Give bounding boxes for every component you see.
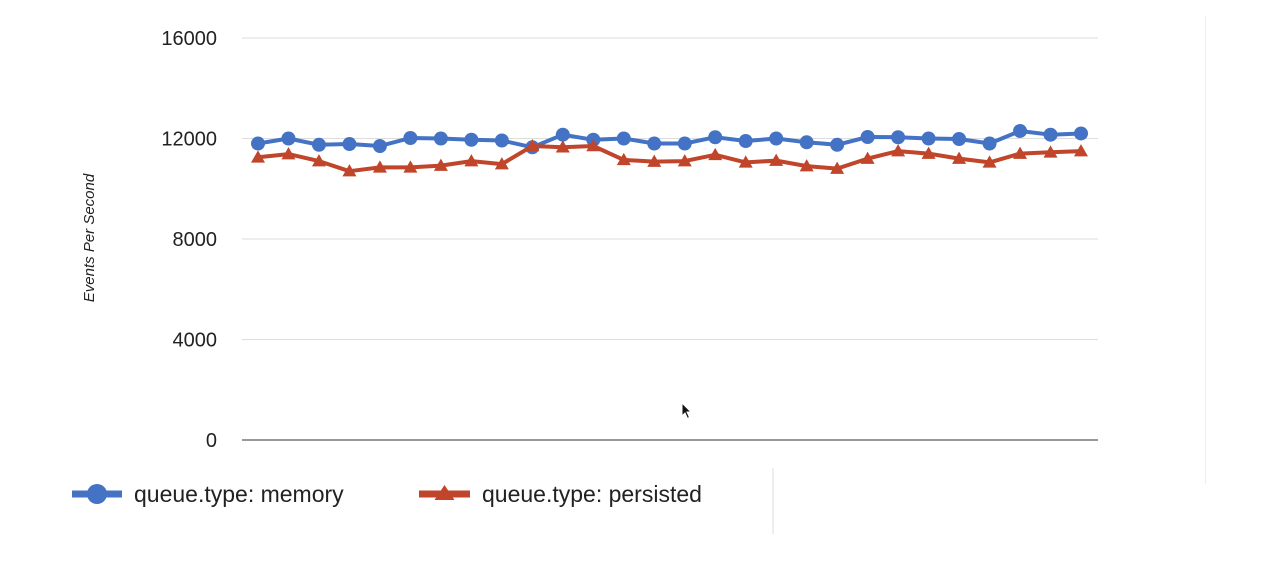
data-point [311,137,326,152]
data-point [555,127,570,142]
data-point [982,136,997,151]
legend-label: queue.type: persisted [482,481,702,507]
y-tick-label: 4000 [173,330,218,352]
plot-frame-right-edge [1205,16,1206,484]
data-point [555,140,570,153]
data-point [616,131,631,146]
data-point [342,164,357,177]
data-point [677,136,692,151]
y-tick-label: 12000 [161,129,217,151]
data-point [860,129,875,144]
data-point [921,146,936,159]
data-point [769,153,784,166]
data-point [860,151,875,164]
data-point [647,154,662,167]
series-1 [251,123,1088,155]
data-point [738,155,753,168]
data-point [403,160,418,173]
data-point [952,151,967,164]
y-axis: 0 4000 8000 12000 16000 [161,28,217,452]
data-point [311,154,326,167]
data-point [647,136,662,151]
y-tick-label: 0 [206,430,217,452]
data-point [281,131,296,146]
data-point [342,137,357,152]
data-point [372,160,387,173]
data-point [251,136,265,151]
data-point [921,131,936,146]
data-point [586,139,601,152]
data-point [769,131,784,146]
legend-label: queue.type: memory [134,481,344,507]
legend-marker [87,484,107,504]
data-point [372,139,387,154]
data-point [616,152,631,166]
y-axis-title: Events Per Second [81,173,98,302]
data-point [433,158,448,171]
data-point [891,130,906,145]
y-tick-label: 8000 [173,229,218,251]
data-point [1043,127,1058,142]
data-point [1074,126,1088,141]
legend-item-2: queue.type: persisted [419,481,702,507]
data-point [982,155,997,168]
data-point [952,132,967,147]
data-point [799,159,814,172]
series-2 [251,139,1088,177]
gridlines [242,37,1098,441]
data-point [708,130,723,145]
data-point [708,147,723,161]
series-line [257,129,1082,150]
legend-item-1: queue.type: memory [72,481,344,507]
y-tick-label: 16000 [161,28,217,50]
data-point [281,147,296,160]
data-point [1074,144,1088,157]
legend-marker [434,485,455,500]
data-point [738,134,753,149]
data-point [433,131,448,146]
series-lines [251,123,1088,177]
series-line [257,144,1082,174]
data-point [891,144,906,157]
data-point [494,133,509,148]
data-point [830,137,845,152]
data-point [403,130,418,145]
data-point [525,139,540,152]
data-point [799,135,814,150]
data-point [677,154,692,167]
legend: queue.type: memory queue.type: persisted [72,481,702,507]
data-point [1013,146,1028,159]
mouse-cursor-icon [681,402,693,420]
data-point [1013,123,1028,138]
data-point [251,150,265,163]
data-point [1043,145,1058,158]
data-point [464,154,479,167]
data-point [494,157,509,170]
data-point [830,161,845,174]
data-point [464,132,479,147]
